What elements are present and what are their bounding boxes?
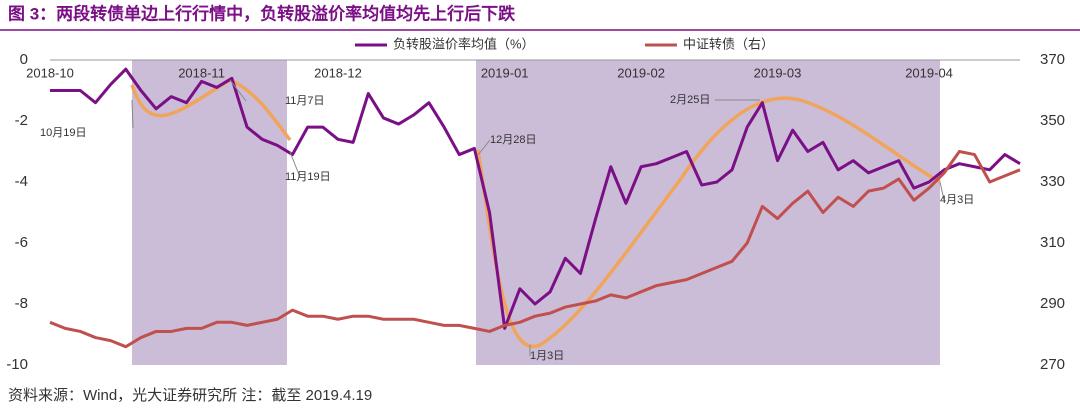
chart-title: 图 3：两段转债单边上行行情中，负转股溢价率均值均先上行后下跌 <box>8 3 516 23</box>
y-tick-label: -6 <box>15 234 28 251</box>
y2-tick-label: 370 <box>1040 51 1065 68</box>
y2-tick-label: 330 <box>1040 173 1065 190</box>
annotation-leader <box>477 139 491 156</box>
y2-tick-label: 350 <box>1040 112 1065 129</box>
x-tick-label: 2018-10 <box>26 65 74 80</box>
series-line <box>50 67 1021 330</box>
legend-label: 负转股溢价率均值（%） <box>393 36 535 51</box>
annotation: 11月7日 <box>285 95 325 107</box>
source-note: 资料来源：Wind，光大证券研究所 注：截至 2019.4.19 <box>8 387 372 404</box>
x-tick-label: 2018-11 <box>178 65 225 80</box>
y2-tick-label: 310 <box>1040 234 1065 251</box>
shade <box>476 60 940 365</box>
annotation-leader <box>131 99 134 129</box>
annotation-leader <box>289 151 301 178</box>
x-tick-label: 2019-01 <box>481 65 529 80</box>
annotation: 10月19日 <box>40 127 86 139</box>
x-tick-label: 2019-03 <box>754 65 802 80</box>
annotation: 4月3日 <box>940 194 974 206</box>
annotation-leader <box>229 79 247 102</box>
y-tick-label: -8 <box>15 295 28 312</box>
annotation: 1月3日 <box>530 350 564 362</box>
y-tick-label: -2 <box>15 112 28 129</box>
y2-tick-label: 290 <box>1040 295 1065 312</box>
shade <box>132 60 287 365</box>
legend-label: 中证转债（右） <box>683 36 774 51</box>
annotation: 12月28日 <box>490 134 536 146</box>
x-tick-label: 2018-12 <box>314 65 362 80</box>
y-tick-label: -4 <box>15 173 28 190</box>
y2-tick-label: 270 <box>1040 356 1065 373</box>
y-tick-label: -10 <box>6 356 28 373</box>
annotation: 2月25日 <box>670 94 710 106</box>
x-tick-label: 2019-02 <box>617 65 665 80</box>
series-line <box>49 150 1021 349</box>
annotation-leader <box>939 181 945 201</box>
y-tick-label: 0 <box>20 51 28 68</box>
x-tick-label: 2019-04 <box>905 65 953 80</box>
annotation: 11月19日 <box>285 171 331 183</box>
